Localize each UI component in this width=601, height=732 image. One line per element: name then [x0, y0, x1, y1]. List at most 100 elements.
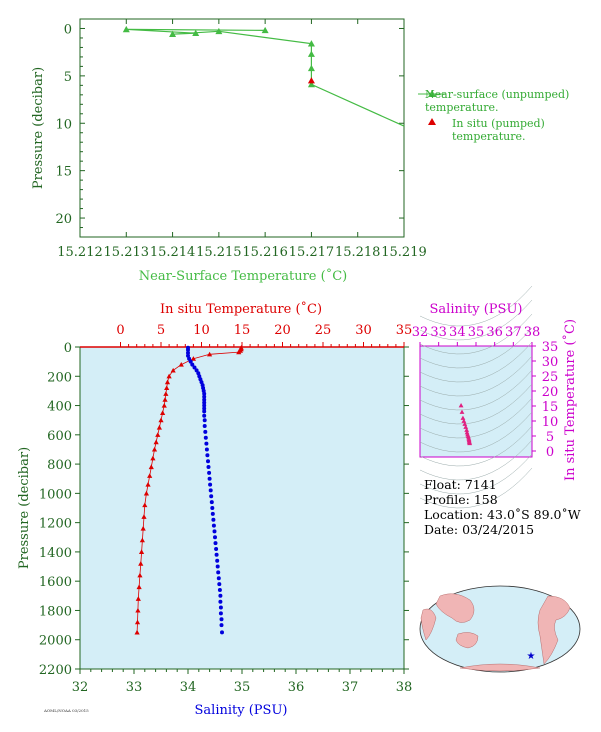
- map-land-americas: [537, 595, 571, 665]
- ts-points: [458, 403, 473, 446]
- legend-pumped-label: In situ (pumped) temperature.: [452, 117, 545, 143]
- ts-x-tick-label: 36: [486, 325, 503, 340]
- y-tick-label: 20: [55, 212, 72, 227]
- salinity-point: [209, 500, 214, 505]
- temp-tick-label: 10: [193, 323, 210, 338]
- float-location: Location: 43.0˚S 89.0˚W: [424, 507, 581, 522]
- temperature-point: [148, 464, 154, 470]
- salinity-point: [220, 630, 224, 635]
- salinity-point: [214, 552, 219, 557]
- salinity-point: [202, 413, 207, 418]
- temperature-point: [190, 356, 196, 361]
- ts-y-label: In situ Temperature (˚C): [562, 319, 578, 481]
- temperature-point: [138, 561, 144, 566]
- temperature-point: [164, 379, 171, 385]
- salinity-point: [217, 582, 222, 587]
- x-tick-label: 15.216: [242, 245, 288, 260]
- salinity-point: [190, 362, 195, 367]
- map-land-africa: [420, 608, 437, 641]
- temperature-point: [155, 432, 161, 437]
- temp-tick-label: 25: [315, 323, 332, 338]
- x-tick-label: 15.218: [335, 245, 381, 260]
- temp-tick-label: 0: [116, 323, 124, 338]
- salinity-point: [211, 523, 216, 528]
- salinity-point: [219, 623, 224, 628]
- density-contour: [419, 327, 533, 369]
- map-land-antarctica: [459, 663, 541, 672]
- near-surface-marker: [122, 25, 130, 33]
- legend-unpumped-marker: [428, 90, 436, 97]
- temperature-point: [160, 410, 166, 415]
- salinity-point: [199, 380, 204, 385]
- temperature-point: [178, 361, 184, 367]
- pressure-tick-label: 1600: [39, 575, 72, 590]
- ts-point: [467, 440, 473, 446]
- density-contour: [419, 439, 533, 481]
- density-contour: [419, 341, 533, 383]
- salinity-point: [188, 359, 193, 364]
- temperature-point: [161, 402, 167, 408]
- ts-x-tick-label: 38: [524, 325, 541, 340]
- temperature-point: [147, 473, 153, 478]
- contour-spacer: [418, 316, 420, 317]
- near-surface-marker: [261, 26, 269, 34]
- salinity-point: [202, 391, 207, 396]
- pressure-tick-label: 1400: [39, 546, 72, 561]
- salinity-point: [207, 476, 212, 481]
- ts-point: [464, 427, 470, 432]
- near-surface-y-label: Pressure (decibar): [31, 67, 46, 189]
- salinity-point: [218, 611, 223, 616]
- sal-tick-label: 35: [234, 680, 251, 695]
- salinity-point: [206, 465, 211, 469]
- near-surface-plot-frame: [79, 18, 405, 238]
- salinity-point: [202, 406, 207, 411]
- density-contour: [419, 285, 533, 327]
- salinity-point: [210, 511, 215, 516]
- near-surface-marker: [307, 64, 315, 72]
- density-contour: [419, 355, 533, 397]
- temp-tick-label: 20: [274, 323, 291, 338]
- ts-x-tick-label: 32: [412, 325, 429, 340]
- temperature-point: [139, 537, 145, 543]
- location-map: ★: [419, 585, 581, 673]
- temperature-point: [164, 385, 170, 391]
- ts-x-label: Salinity (PSU): [430, 302, 523, 317]
- ts-point: [464, 430, 470, 435]
- pressure-tick-label: 200: [47, 370, 72, 385]
- ts-point: [461, 418, 467, 423]
- salinity-point: [203, 435, 208, 440]
- salinity-axis-title: Salinity (PSU): [195, 703, 288, 718]
- near-surface-line: [126, 28, 405, 127]
- salinity-point: [208, 482, 213, 487]
- temperature-point: [158, 417, 164, 423]
- salinity-point: [202, 397, 207, 402]
- near-surface-series: [122, 25, 405, 127]
- ts-point: [460, 415, 466, 420]
- pressure-tick-label: 0: [64, 341, 72, 356]
- ts-y-tick-label: 30: [542, 355, 559, 370]
- salinity-point: [202, 394, 207, 399]
- ts-y-tick-label: 35: [542, 340, 559, 355]
- y-tick-label: 5: [64, 70, 72, 85]
- salinity-point: [205, 453, 210, 458]
- density-contour: [419, 425, 533, 467]
- salinity-point: [192, 365, 197, 370]
- map-land-australia: [455, 632, 479, 649]
- salinity-point: [207, 470, 212, 475]
- legend-pumped-marker: [428, 118, 436, 125]
- near-surface-marker: [215, 27, 223, 35]
- pressure-tick-label: 2000: [39, 634, 72, 649]
- salinity-point: [218, 599, 223, 604]
- temp-tick-label: 5: [157, 323, 165, 338]
- sal-tick-label: 38: [396, 680, 413, 695]
- salinity-point: [208, 488, 213, 493]
- salinity-point: [202, 424, 207, 428]
- salinity-point: [186, 347, 190, 352]
- x-tick-label: 15.213: [104, 245, 150, 260]
- salinity-point: [202, 418, 207, 423]
- density-contour: [419, 369, 533, 411]
- sal-tick-label: 37: [342, 680, 359, 695]
- salinity-point: [206, 459, 210, 464]
